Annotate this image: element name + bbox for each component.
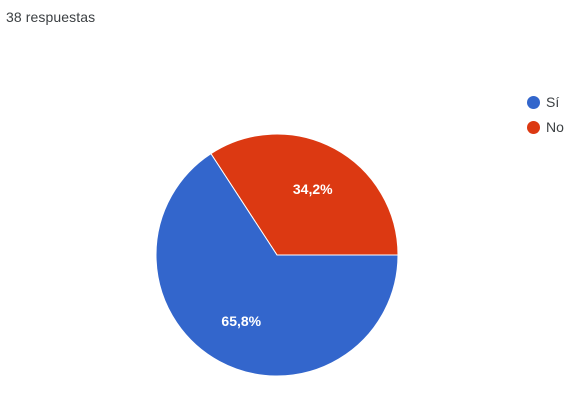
legend-item-no[interactable]: No: [527, 117, 564, 137]
slice-label-no: 34,2%: [293, 181, 333, 197]
response-count: 38 respuestas: [6, 9, 96, 25]
chart-legend: Sí No: [527, 92, 564, 142]
legend-item-si[interactable]: Sí: [527, 92, 564, 112]
legend-swatch-si: [527, 95, 540, 109]
legend-swatch-no: [527, 120, 540, 134]
legend-label-si: Sí: [546, 94, 560, 110]
slice-label-si: 65,8%: [221, 313, 261, 329]
pie-slice-si[interactable]: [155, 152, 399, 377]
legend-label-no: No: [546, 119, 564, 135]
